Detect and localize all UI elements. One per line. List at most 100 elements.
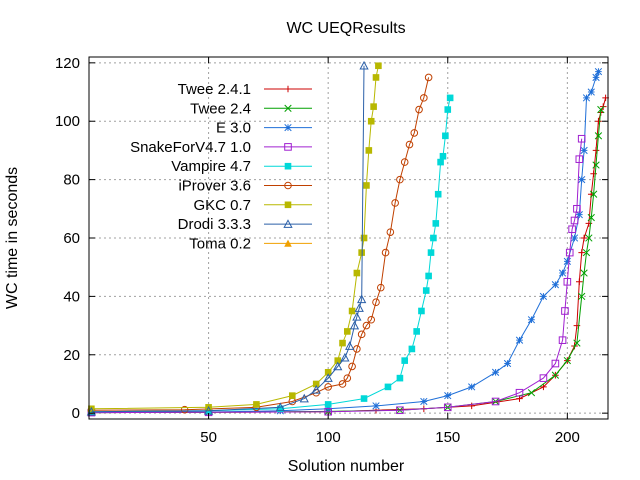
- data-point: [592, 147, 600, 154]
- legend-label: GKC 0.7: [193, 197, 251, 214]
- data-point: [323, 373, 333, 382]
- series-iprover-3-6: [87, 73, 433, 415]
- data-point: [592, 161, 600, 169]
- data-point: [587, 88, 595, 96]
- data-point: [357, 330, 366, 339]
- data-point: [348, 362, 356, 371]
- data-point: [575, 210, 583, 219]
- data-point: [324, 401, 332, 408]
- data-point: [551, 359, 560, 368]
- data-point: [575, 155, 584, 163]
- y-tick-label: 20: [63, 347, 80, 364]
- data-point: [589, 190, 598, 198]
- data-point: [573, 205, 581, 213]
- data-point: [597, 105, 605, 114]
- data-point: [491, 397, 500, 406]
- data-point: [590, 170, 597, 178]
- data-point: [344, 328, 351, 335]
- data-point: [345, 341, 355, 350]
- y-tick-label: 40: [63, 288, 80, 305]
- data-point: [367, 117, 375, 125]
- data-point: [391, 199, 399, 207]
- legend-swatch-marker: [284, 85, 292, 93]
- legend-swatch-marker: [284, 123, 292, 132]
- data-point: [363, 182, 370, 189]
- data-point: [312, 380, 320, 388]
- data-point: [558, 269, 567, 277]
- data-point: [370, 103, 377, 110]
- data-point: [340, 352, 350, 362]
- data-point: [580, 234, 588, 242]
- y-tick-label: 100: [55, 113, 80, 130]
- legend-label: SnakeForV4.7 1.0: [130, 139, 251, 156]
- legend-item: iProver 3.6: [178, 178, 312, 195]
- data-point: [434, 190, 442, 198]
- legend-swatch-marker: [284, 181, 292, 190]
- data-point: [443, 403, 452, 412]
- data-point: [565, 248, 574, 257]
- data-point: [468, 383, 476, 391]
- data-point: [442, 132, 449, 140]
- y-axis-label: WC time in seconds: [4, 167, 21, 309]
- legend-item: Twee 2.4.1: [178, 81, 312, 98]
- data-point: [427, 249, 435, 256]
- data-point: [578, 292, 586, 301]
- data-point: [437, 158, 444, 166]
- legend-label: Drodi 3.3.3: [178, 216, 251, 233]
- legend-swatch-marker: [284, 162, 292, 170]
- legend-swatch-marker: [284, 104, 292, 112]
- chart-title: WC UEQResults: [286, 20, 405, 37]
- data-point: [375, 62, 382, 70]
- data-point: [333, 361, 343, 371]
- legend-item: Toma 0.2: [189, 235, 312, 252]
- x-tick-label: 50: [200, 429, 217, 446]
- data-point: [275, 402, 285, 412]
- data-point: [582, 248, 591, 257]
- data-point: [408, 345, 416, 353]
- data-point: [400, 158, 409, 166]
- data-point: [360, 234, 368, 242]
- legend-item: GKC 0.7: [193, 197, 312, 214]
- data-point: [491, 368, 500, 376]
- legend-label: iProver 3.6: [178, 178, 251, 195]
- data-point: [353, 269, 361, 277]
- data-point: [573, 339, 581, 347]
- legend-label: Toma 0.2: [189, 235, 251, 252]
- data-point: [578, 175, 586, 184]
- legend-swatch-marker: [284, 201, 292, 209]
- data-point: [338, 380, 347, 388]
- data-point: [384, 383, 392, 391]
- data-point: [299, 393, 309, 403]
- series-line: [91, 65, 365, 413]
- data-point: [311, 384, 321, 394]
- data-point: [418, 307, 425, 315]
- data-point: [527, 316, 536, 324]
- data-point: [430, 234, 437, 242]
- x-axis-label: Solution number: [288, 458, 405, 475]
- data-point: [376, 283, 385, 292]
- data-point: [401, 357, 409, 364]
- data-point: [396, 406, 404, 415]
- data-point: [568, 225, 576, 234]
- data-point: [334, 357, 342, 364]
- series-layer: [86, 60, 609, 417]
- data-point: [352, 311, 362, 321]
- data-point: [420, 397, 428, 406]
- data-point: [539, 292, 548, 301]
- legend-label: Vampire 4.7: [171, 158, 251, 175]
- data-point: [343, 374, 352, 382]
- data-point: [439, 152, 447, 160]
- data-point: [253, 401, 260, 408]
- data-point: [580, 146, 588, 155]
- x-tick-label: 150: [435, 429, 460, 446]
- data-point: [527, 389, 536, 397]
- series-vampire-4-7: [88, 94, 454, 416]
- data-point: [420, 94, 428, 102]
- data-point: [444, 106, 452, 113]
- legend-item: SnakeForV4.7 1.0: [130, 139, 312, 156]
- data-point: [422, 287, 430, 294]
- data-point: [362, 321, 371, 330]
- data-point: [357, 294, 367, 304]
- legend-item: Vampire 4.7: [171, 158, 312, 175]
- y-tick-label: 60: [63, 230, 80, 247]
